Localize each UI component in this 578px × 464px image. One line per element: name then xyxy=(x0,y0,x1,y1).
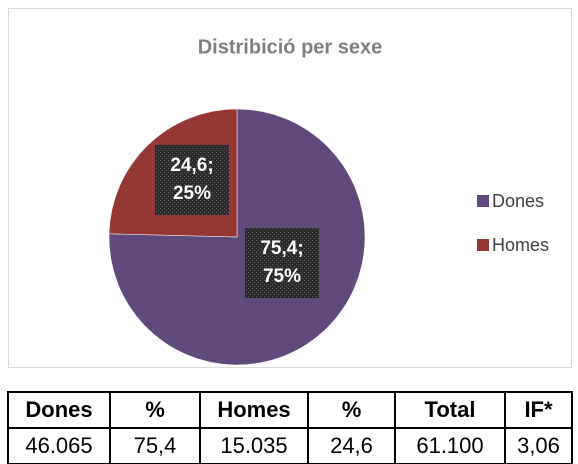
table-header: % xyxy=(145,397,165,422)
legend-label: Dones xyxy=(492,191,544,211)
table-header: % xyxy=(342,397,362,422)
data-label: 75,4; xyxy=(260,238,303,259)
table-cell: 3,06 xyxy=(517,433,560,458)
data-label-box xyxy=(155,145,229,215)
table-header: Dones xyxy=(25,397,92,422)
data-label: 75% xyxy=(263,266,301,287)
table-header: Total xyxy=(425,397,476,422)
table-cell: 15.035 xyxy=(220,433,287,458)
data-label: 24,6; xyxy=(170,155,213,176)
chart-title: Distribició per sexe xyxy=(198,36,383,58)
pie-slice xyxy=(108,108,366,366)
table-cell: 46.065 xyxy=(25,433,92,458)
table-header: IF* xyxy=(524,397,553,422)
legend-swatch xyxy=(477,195,489,207)
table-cell: 24,6 xyxy=(330,433,373,458)
table-cell: 75,4 xyxy=(134,433,177,458)
table-cell: 61.100 xyxy=(416,433,483,458)
data-label: 25% xyxy=(173,183,211,204)
legend-label: Homes xyxy=(492,235,549,255)
data-label-box xyxy=(245,228,319,298)
table-header: Homes xyxy=(217,397,290,422)
legend-swatch xyxy=(477,239,489,251)
